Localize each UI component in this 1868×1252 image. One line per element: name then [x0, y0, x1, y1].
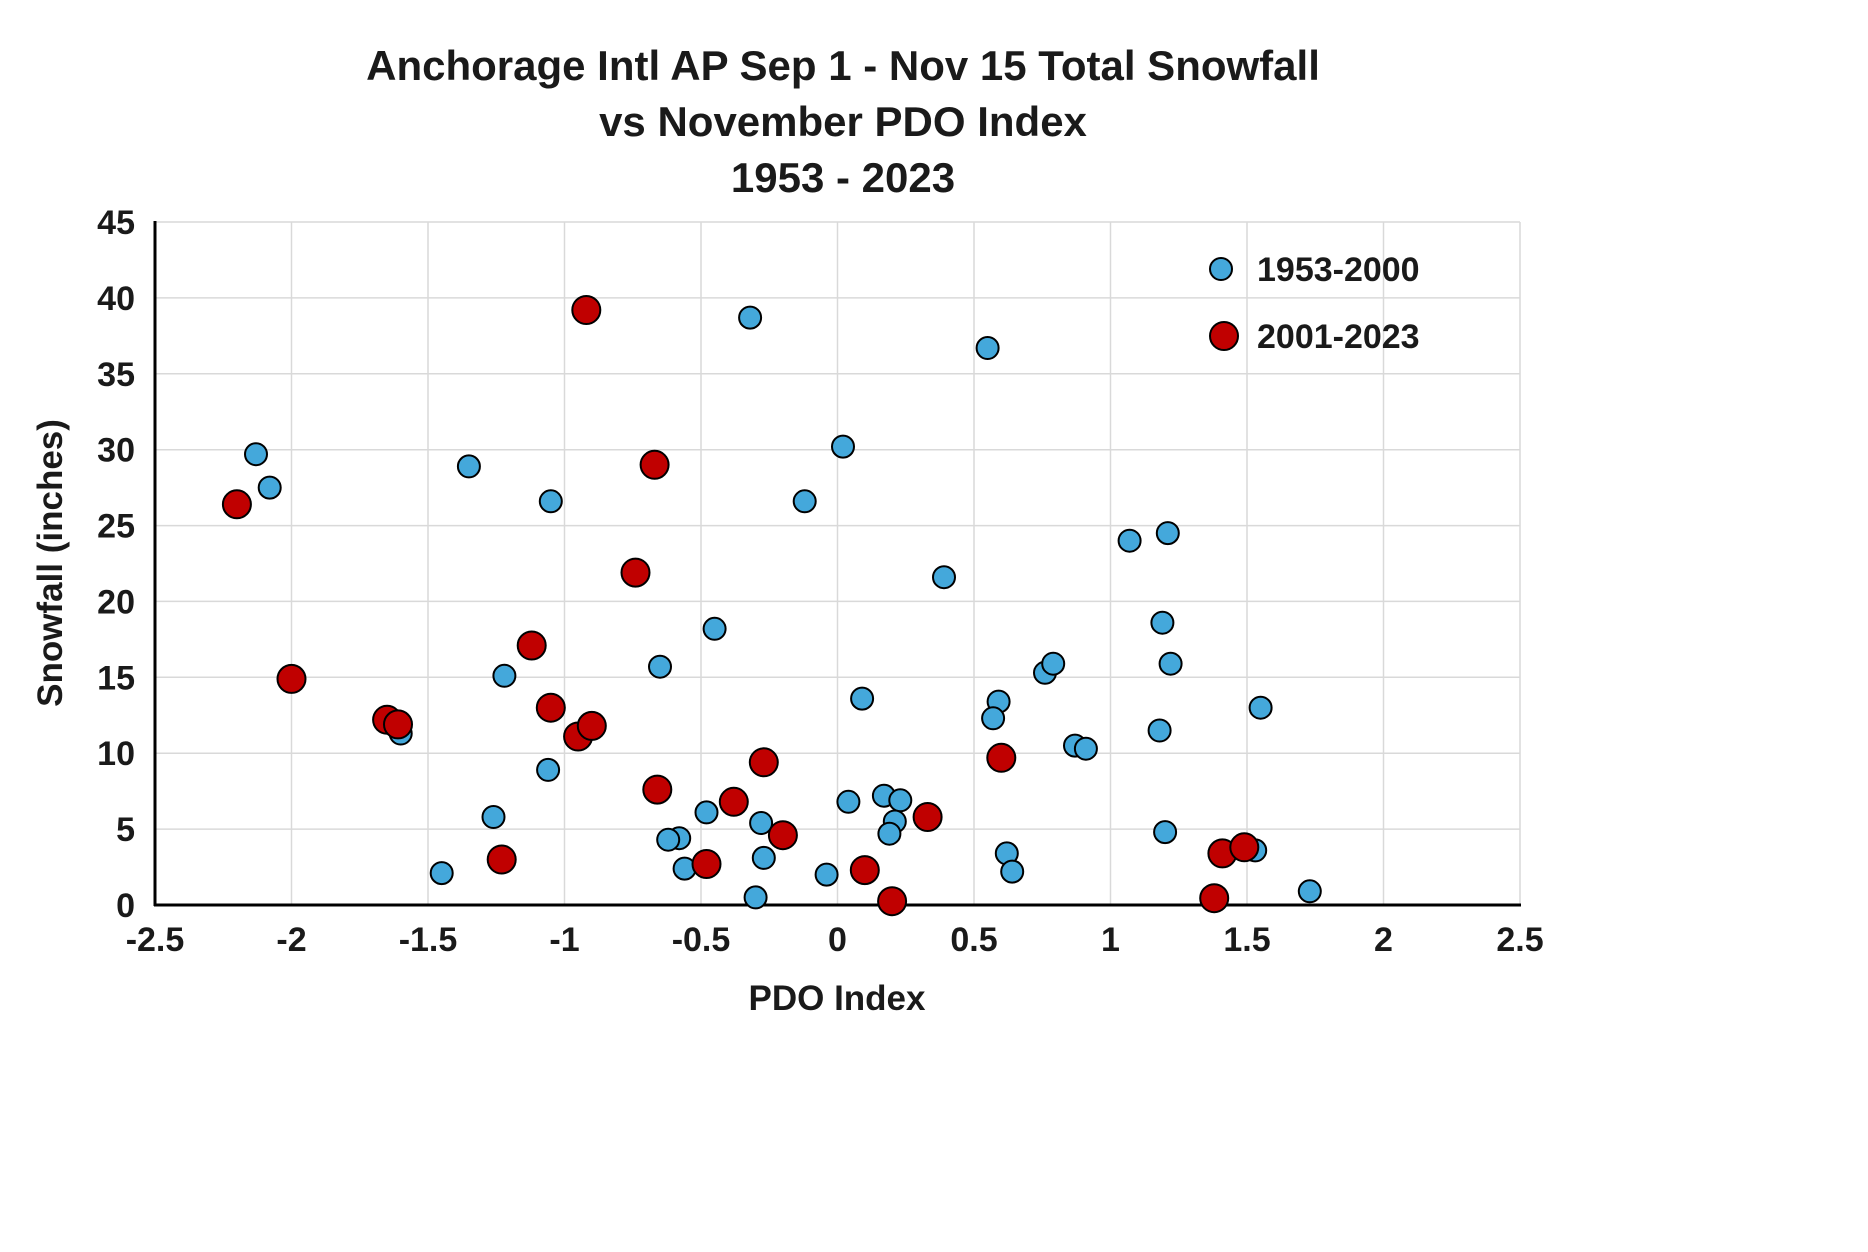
y-tick-label: 40: [97, 280, 135, 318]
x-tick-label: 1.5: [1223, 921, 1270, 959]
scatter-point-2001-2023: [912, 802, 943, 832]
scatter-point-1953-2000: [1158, 651, 1183, 676]
scatter-point-1953-2000: [481, 805, 506, 829]
scatter-point-1953-2000: [536, 757, 561, 782]
scatter-point-1953-2000: [1073, 736, 1098, 761]
scatter-point-2001-2023: [639, 449, 670, 480]
axes: [153, 221, 1521, 907]
scatter-point-1953-2000: [244, 442, 268, 467]
gridlines: [154, 221, 1521, 906]
chart-title-line-2: vs November PDO Index: [599, 98, 1087, 145]
scatter-point-1953-2000: [814, 862, 839, 887]
scatter-point-1953-2000: [656, 827, 681, 852]
scatter-point-2001-2023: [486, 844, 517, 875]
tick-labels: -2.5 -2 -1.5 -1 -0.5 0 0.5 1 1.5 2 2.5 0 5 10 15 20 25 30…: [97, 204, 1543, 959]
y-tick-label: 30: [97, 432, 135, 470]
scatter-point-1953-2000: [981, 706, 1006, 731]
scatter-point-2001-2023: [767, 820, 798, 851]
legend-marker-series-2: [1209, 321, 1239, 351]
scatter-point-1953-2000: [738, 305, 763, 330]
scatter-point-1953-2000: [492, 663, 517, 688]
legend-marker-series-1: [1209, 257, 1233, 281]
y-tick-label: 20: [97, 583, 135, 621]
scatter-point-2001-2023: [516, 630, 547, 661]
scatter-point-2001-2023: [642, 774, 673, 805]
y-tick-label: 15: [97, 659, 135, 697]
scatter-point-2001-2023: [877, 886, 908, 917]
scatter-point-2001-2023: [276, 663, 307, 694]
scatter-point-2001-2023: [1199, 883, 1230, 914]
x-tick-label: -1: [549, 921, 579, 959]
scatter-point-1953-2000: [1147, 718, 1172, 743]
data-points: [221, 295, 1322, 917]
scatter-point-1953-2000: [932, 565, 956, 590]
scatter-point-1953-2000: [1153, 820, 1178, 845]
scatter-point-1953-2000: [702, 616, 727, 641]
scatter-point-1953-2000: [456, 454, 481, 479]
x-tick-label: 2: [1374, 921, 1393, 959]
scatter-point-1953-2000: [257, 475, 282, 500]
scatter-point-1953-2000: [1297, 879, 1322, 904]
y-tick-label: 25: [97, 508, 135, 546]
legend: 1953-2000 2001-2023: [1209, 251, 1420, 356]
y-tick-label: 0: [116, 887, 135, 925]
scatter-point-2001-2023: [535, 692, 566, 723]
scatter-point-2001-2023: [620, 557, 651, 588]
scatter-point-2001-2023: [691, 849, 722, 879]
x-tick-label: 0: [828, 921, 847, 959]
scatter-point-2001-2023: [221, 489, 252, 520]
scatter-point-1953-2000: [1248, 695, 1273, 720]
scatter-point-1953-2000: [694, 800, 719, 825]
scatter-point-2001-2023: [748, 747, 779, 778]
scatter-point-1953-2000: [1155, 521, 1180, 546]
scatter-point-1953-2000: [850, 686, 875, 711]
x-tick-label: 2.5: [1496, 921, 1543, 959]
legend-label-series-2: 2001-2023: [1257, 318, 1420, 356]
scatter-point-2001-2023: [849, 855, 880, 886]
scatter-point-1953-2000: [836, 789, 861, 814]
scatter-point-1953-2000: [743, 885, 768, 910]
scatter-point-1953-2000: [888, 788, 913, 813]
scatter-point-1953-2000: [1041, 651, 1066, 676]
chart-title-line-1: Anchorage Intl AP Sep 1 - Nov 15 Total S…: [366, 42, 1320, 89]
scatter-point-1953-2000: [792, 489, 817, 514]
scatter-point-2001-2023: [718, 786, 749, 817]
y-tick-label: 5: [116, 811, 135, 849]
x-tick-label: 0.5: [950, 921, 997, 959]
x-tick-label: -0.5: [672, 921, 731, 959]
scatter-point-2001-2023: [571, 295, 602, 325]
y-tick-label: 10: [97, 735, 135, 773]
scatter-point-2001-2023: [383, 709, 413, 740]
scatter-point-1953-2000: [831, 434, 855, 459]
scatter-point-2001-2023: [576, 710, 607, 741]
scatter-point-1953-2000: [538, 489, 563, 514]
scatter-point-1953-2000: [1150, 610, 1175, 635]
y-tick-label: 35: [97, 356, 135, 394]
x-axis-title: PDO Index: [749, 979, 927, 1018]
y-tick-label: 45: [97, 204, 135, 242]
x-tick-label: -2.5: [126, 921, 185, 959]
scatter-point-2001-2023: [1229, 832, 1260, 863]
y-axis-title: Snowfall (inches): [31, 419, 70, 707]
scatter-point-1953-2000: [749, 811, 774, 835]
scatter-point-1953-2000: [975, 336, 1000, 360]
scatter-point-2001-2023: [986, 742, 1017, 773]
x-tick-label: -2: [276, 921, 306, 959]
chart-title-line-3: 1953 - 2023: [731, 154, 955, 201]
scatter-point-1953-2000: [648, 654, 672, 679]
scatter-point-1953-2000: [1000, 859, 1025, 884]
x-tick-label: -1.5: [399, 921, 458, 959]
scatter-point-1953-2000: [1117, 528, 1142, 553]
scatter-point-1953-2000: [877, 821, 902, 846]
legend-label-series-1: 1953-2000: [1257, 251, 1420, 289]
x-tick-label: 1: [1101, 921, 1120, 959]
scatter-point-1953-2000: [751, 845, 776, 870]
scatter-point-1953-2000: [429, 861, 454, 886]
